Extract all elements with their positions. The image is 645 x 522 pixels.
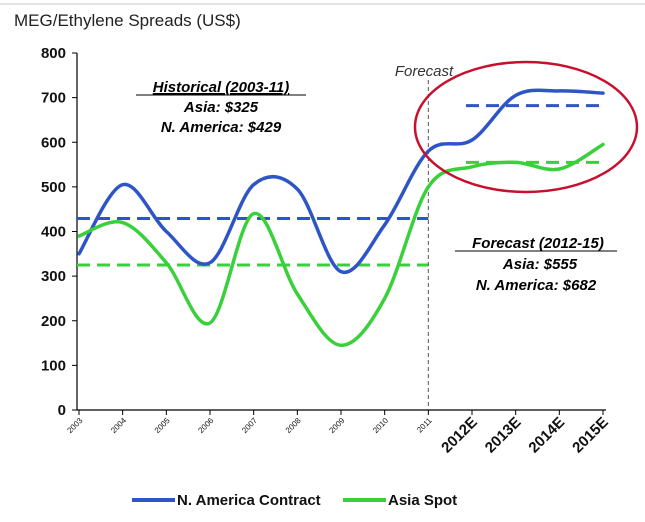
y-tick-label: 0 bbox=[58, 402, 66, 419]
forecast-highlight-ellipse bbox=[413, 60, 639, 194]
series-line bbox=[77, 142, 605, 348]
x-tick-label: 2010 bbox=[371, 416, 390, 435]
y-tick-label: 800 bbox=[41, 45, 66, 62]
x-tick-label: 2014E bbox=[525, 414, 568, 457]
historical-annotation: Historical (2003-11) Asia: $325 N. Ameri… bbox=[136, 79, 306, 136]
x-tick-label: 2011 bbox=[415, 416, 434, 435]
x-tick-label: 2005 bbox=[153, 416, 172, 435]
y-tick-label: 300 bbox=[41, 268, 66, 285]
forecast-annotation: Forecast (2012-15) Asia: $555 N. America… bbox=[455, 235, 617, 294]
chart-title: MEG/Ethylene Spreads (US$) bbox=[14, 11, 241, 30]
x-tick-label: 2008 bbox=[284, 416, 303, 435]
forecast-label: Forecast bbox=[395, 63, 454, 80]
historical-asia: Asia: $325 bbox=[183, 99, 259, 116]
x-tick-label: 2013E bbox=[482, 414, 525, 457]
legend-label: N. America Contract bbox=[177, 492, 321, 509]
series-line bbox=[77, 88, 605, 275]
forecast-na: N. America: $682 bbox=[476, 277, 597, 294]
x-tick-label: 2012E bbox=[438, 414, 481, 457]
y-tick-label: 600 bbox=[41, 134, 66, 151]
historical-heading: Historical (2003-11) bbox=[153, 79, 289, 96]
y-ticks: 0 100 200 300 400 500 600 700 800 bbox=[41, 45, 77, 419]
x-tick-label: 2006 bbox=[196, 416, 215, 435]
y-tick-label: 400 bbox=[41, 224, 66, 241]
x-tick-label: 2007 bbox=[240, 416, 259, 435]
legend-label: Asia Spot bbox=[388, 492, 457, 509]
forecast-asia: Asia: $555 bbox=[502, 256, 578, 273]
historical-na: N. America: $429 bbox=[161, 119, 282, 136]
x-ticks: 2003 2004 2005 2006 2007 2008 2009 2010 2011 2012… bbox=[65, 410, 612, 457]
forecast-heading: Forecast (2012-15) bbox=[472, 235, 604, 252]
y-tick-label: 500 bbox=[41, 179, 66, 196]
y-tick-label: 700 bbox=[41, 90, 66, 107]
x-tick-label: 2004 bbox=[109, 416, 128, 435]
x-tick-label: 2009 bbox=[327, 416, 346, 435]
x-tick-label: 2003 bbox=[65, 416, 84, 435]
y-tick-label: 100 bbox=[41, 357, 66, 374]
x-tick-label: 2015E bbox=[569, 414, 612, 457]
series-lines bbox=[77, 88, 605, 348]
legend: N. America Contract Asia Spot bbox=[132, 492, 457, 509]
y-tick-label: 200 bbox=[41, 313, 66, 330]
